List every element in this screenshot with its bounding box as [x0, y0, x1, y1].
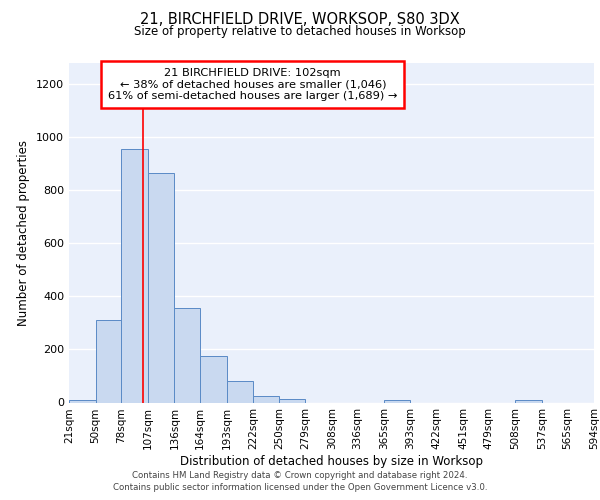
X-axis label: Distribution of detached houses by size in Worksop: Distribution of detached houses by size …	[180, 455, 483, 468]
Bar	[515, 400, 542, 402]
Bar	[69, 400, 95, 402]
Bar	[227, 381, 253, 402]
Bar	[95, 320, 121, 402]
Bar	[121, 149, 148, 403]
Bar	[384, 400, 410, 402]
Bar	[279, 400, 305, 402]
Text: Contains HM Land Registry data © Crown copyright and database right 2024.: Contains HM Land Registry data © Crown c…	[132, 472, 468, 480]
Bar	[175, 308, 200, 402]
Text: Contains public sector information licensed under the Open Government Licence v3: Contains public sector information licen…	[113, 483, 487, 492]
Text: 21, BIRCHFIELD DRIVE, WORKSOP, S80 3DX: 21, BIRCHFIELD DRIVE, WORKSOP, S80 3DX	[140, 12, 460, 28]
Bar	[148, 172, 175, 402]
Text: Size of property relative to detached houses in Worksop: Size of property relative to detached ho…	[134, 25, 466, 38]
Bar	[253, 396, 279, 402]
Bar	[200, 356, 227, 403]
Y-axis label: Number of detached properties: Number of detached properties	[17, 140, 31, 326]
Text: 21 BIRCHFIELD DRIVE: 102sqm
← 38% of detached houses are smaller (1,046)
61% of : 21 BIRCHFIELD DRIVE: 102sqm ← 38% of det…	[108, 68, 397, 101]
